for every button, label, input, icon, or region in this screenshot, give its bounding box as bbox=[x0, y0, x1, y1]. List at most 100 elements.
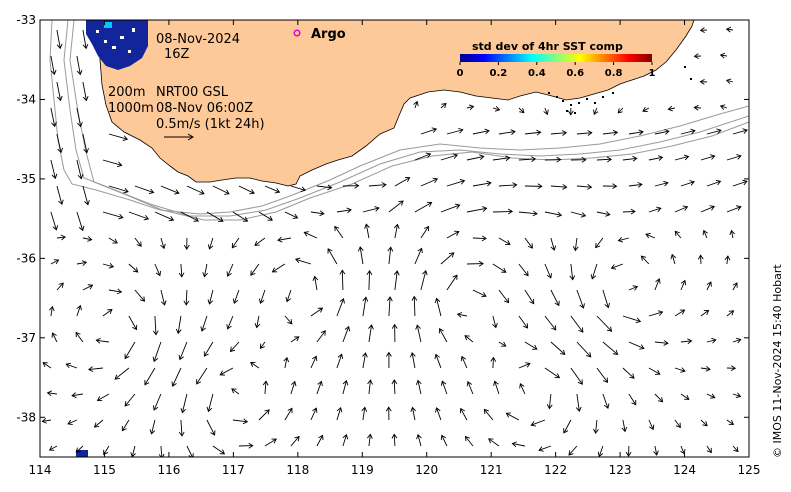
velocity-arrow-head bbox=[580, 212, 587, 218]
velocity-arrow bbox=[492, 263, 507, 273]
velocity-arrow bbox=[420, 178, 438, 187]
velocity-arrow bbox=[602, 393, 609, 409]
velocity-arrow-head bbox=[199, 189, 205, 195]
scale-arrow bbox=[164, 133, 194, 141]
velocity-arrow bbox=[441, 381, 448, 395]
velocity-arrow bbox=[108, 289, 122, 293]
velocity-arrow-head bbox=[432, 177, 439, 183]
velocity-arrow-head bbox=[434, 353, 440, 360]
velocity-arrow-head bbox=[417, 247, 423, 254]
velocity-arrow-head bbox=[77, 121, 83, 128]
velocity-arrow bbox=[498, 184, 517, 187]
velocity-arrow bbox=[518, 158, 536, 161]
velocity-arrow-head bbox=[116, 288, 123, 295]
velocity-arrow bbox=[726, 310, 734, 317]
velocity-arrow-head bbox=[242, 418, 249, 425]
velocity-arrow-head bbox=[398, 200, 404, 206]
velocity-arrow-head bbox=[183, 300, 190, 306]
velocity-arrow-head bbox=[114, 374, 120, 380]
velocity-arrow bbox=[207, 393, 214, 412]
velocity-arrow bbox=[179, 341, 188, 360]
velocity-arrow-head bbox=[65, 362, 71, 369]
velocity-arrow bbox=[622, 315, 641, 322]
velocity-arrow-head bbox=[561, 130, 568, 136]
velocity-arrow-head bbox=[587, 184, 593, 190]
velocity-arrow-head bbox=[51, 332, 57, 338]
velocity-arrow bbox=[259, 341, 266, 349]
velocity-arrow-head bbox=[218, 216, 224, 222]
velocity-arrow bbox=[596, 211, 610, 216]
velocity-arrow-head bbox=[391, 379, 398, 385]
velocity-arrow-head bbox=[285, 296, 291, 303]
velocity-arrow bbox=[726, 256, 729, 265]
velocity-arrow-head bbox=[595, 242, 601, 249]
velocity-arrow-head bbox=[664, 129, 670, 135]
velocity-arrow bbox=[435, 354, 442, 369]
velocity-arrow-head bbox=[76, 304, 82, 311]
velocity-arrow bbox=[420, 128, 437, 135]
velocity-arrow bbox=[440, 204, 460, 213]
velocity-arrow bbox=[472, 182, 491, 187]
velocity-arrow-head bbox=[342, 433, 349, 440]
velocity-arrow-head bbox=[152, 356, 159, 363]
velocity-arrow bbox=[290, 381, 296, 395]
velocity-arrow-head bbox=[706, 281, 712, 287]
velocity-arrow bbox=[284, 408, 293, 421]
velocity-arrow bbox=[76, 305, 81, 317]
velocity-arrow bbox=[550, 132, 567, 135]
velocity-arrow bbox=[492, 315, 497, 328]
velocity-arrow-head bbox=[572, 246, 579, 252]
velocity-arrow bbox=[203, 341, 214, 357]
velocity-arrow bbox=[181, 393, 188, 413]
velocity-arrow-head bbox=[454, 203, 461, 210]
velocity-arrow-head bbox=[593, 109, 599, 116]
velocity-arrow-head bbox=[525, 362, 531, 368]
velocity-arrow bbox=[550, 341, 566, 355]
velocity-arrow bbox=[342, 434, 347, 447]
velocity-arrow-head bbox=[736, 337, 742, 344]
velocity-arrow-head bbox=[60, 234, 66, 241]
velocity-arrow-head bbox=[271, 438, 277, 444]
velocity-arrow-head bbox=[294, 257, 301, 264]
velocity-arrow-head bbox=[742, 179, 748, 186]
velocity-arrow-head bbox=[523, 323, 529, 329]
velocity-arrow-head bbox=[431, 127, 438, 133]
velocity-arrow bbox=[518, 263, 529, 277]
velocity-arrow bbox=[82, 284, 93, 291]
sst-patch bbox=[76, 20, 148, 457]
velocity-arrow-head bbox=[361, 406, 368, 412]
velocity-arrow bbox=[544, 367, 560, 379]
velocity-arrow bbox=[254, 237, 266, 246]
velocity-arrow bbox=[76, 159, 82, 179]
velocity-arrow bbox=[233, 289, 240, 304]
velocity-arrow-head bbox=[529, 298, 535, 305]
velocity-arrow-head bbox=[95, 337, 101, 344]
velocity-arrow-head bbox=[188, 453, 194, 457]
velocity-arrow bbox=[440, 252, 455, 265]
velocity-arrow bbox=[570, 315, 584, 333]
velocity-arrow-head bbox=[121, 425, 127, 432]
velocity-arrow bbox=[460, 408, 468, 421]
velocity-arrow bbox=[394, 270, 398, 291]
velocity-arrow bbox=[570, 367, 583, 385]
velocity-arrow bbox=[310, 211, 324, 215]
velocity-arrow-head bbox=[155, 270, 162, 277]
velocity-arrow-head bbox=[606, 156, 613, 163]
velocity-arrow-head bbox=[107, 308, 113, 315]
velocity-arrow bbox=[461, 356, 468, 369]
velocity-arrow bbox=[466, 106, 474, 109]
velocity-arrow-head bbox=[459, 407, 465, 414]
velocity-arrow-head bbox=[456, 312, 463, 318]
velocity-arrow bbox=[368, 434, 371, 447]
velocity-arrow-head bbox=[657, 397, 664, 403]
velocity-arrow-head bbox=[362, 352, 368, 358]
velocity-arrow bbox=[628, 286, 638, 291]
velocity-arrow-head bbox=[87, 236, 93, 242]
velocity-arrow-head bbox=[464, 335, 470, 341]
colorbar-tick-label: 0 bbox=[457, 68, 464, 79]
velocity-arrow-head bbox=[283, 356, 290, 363]
velocity-arrow bbox=[67, 419, 78, 425]
velocity-arrow bbox=[674, 206, 688, 213]
velocity-arrow-head bbox=[612, 129, 619, 136]
velocity-arrow bbox=[596, 367, 608, 383]
